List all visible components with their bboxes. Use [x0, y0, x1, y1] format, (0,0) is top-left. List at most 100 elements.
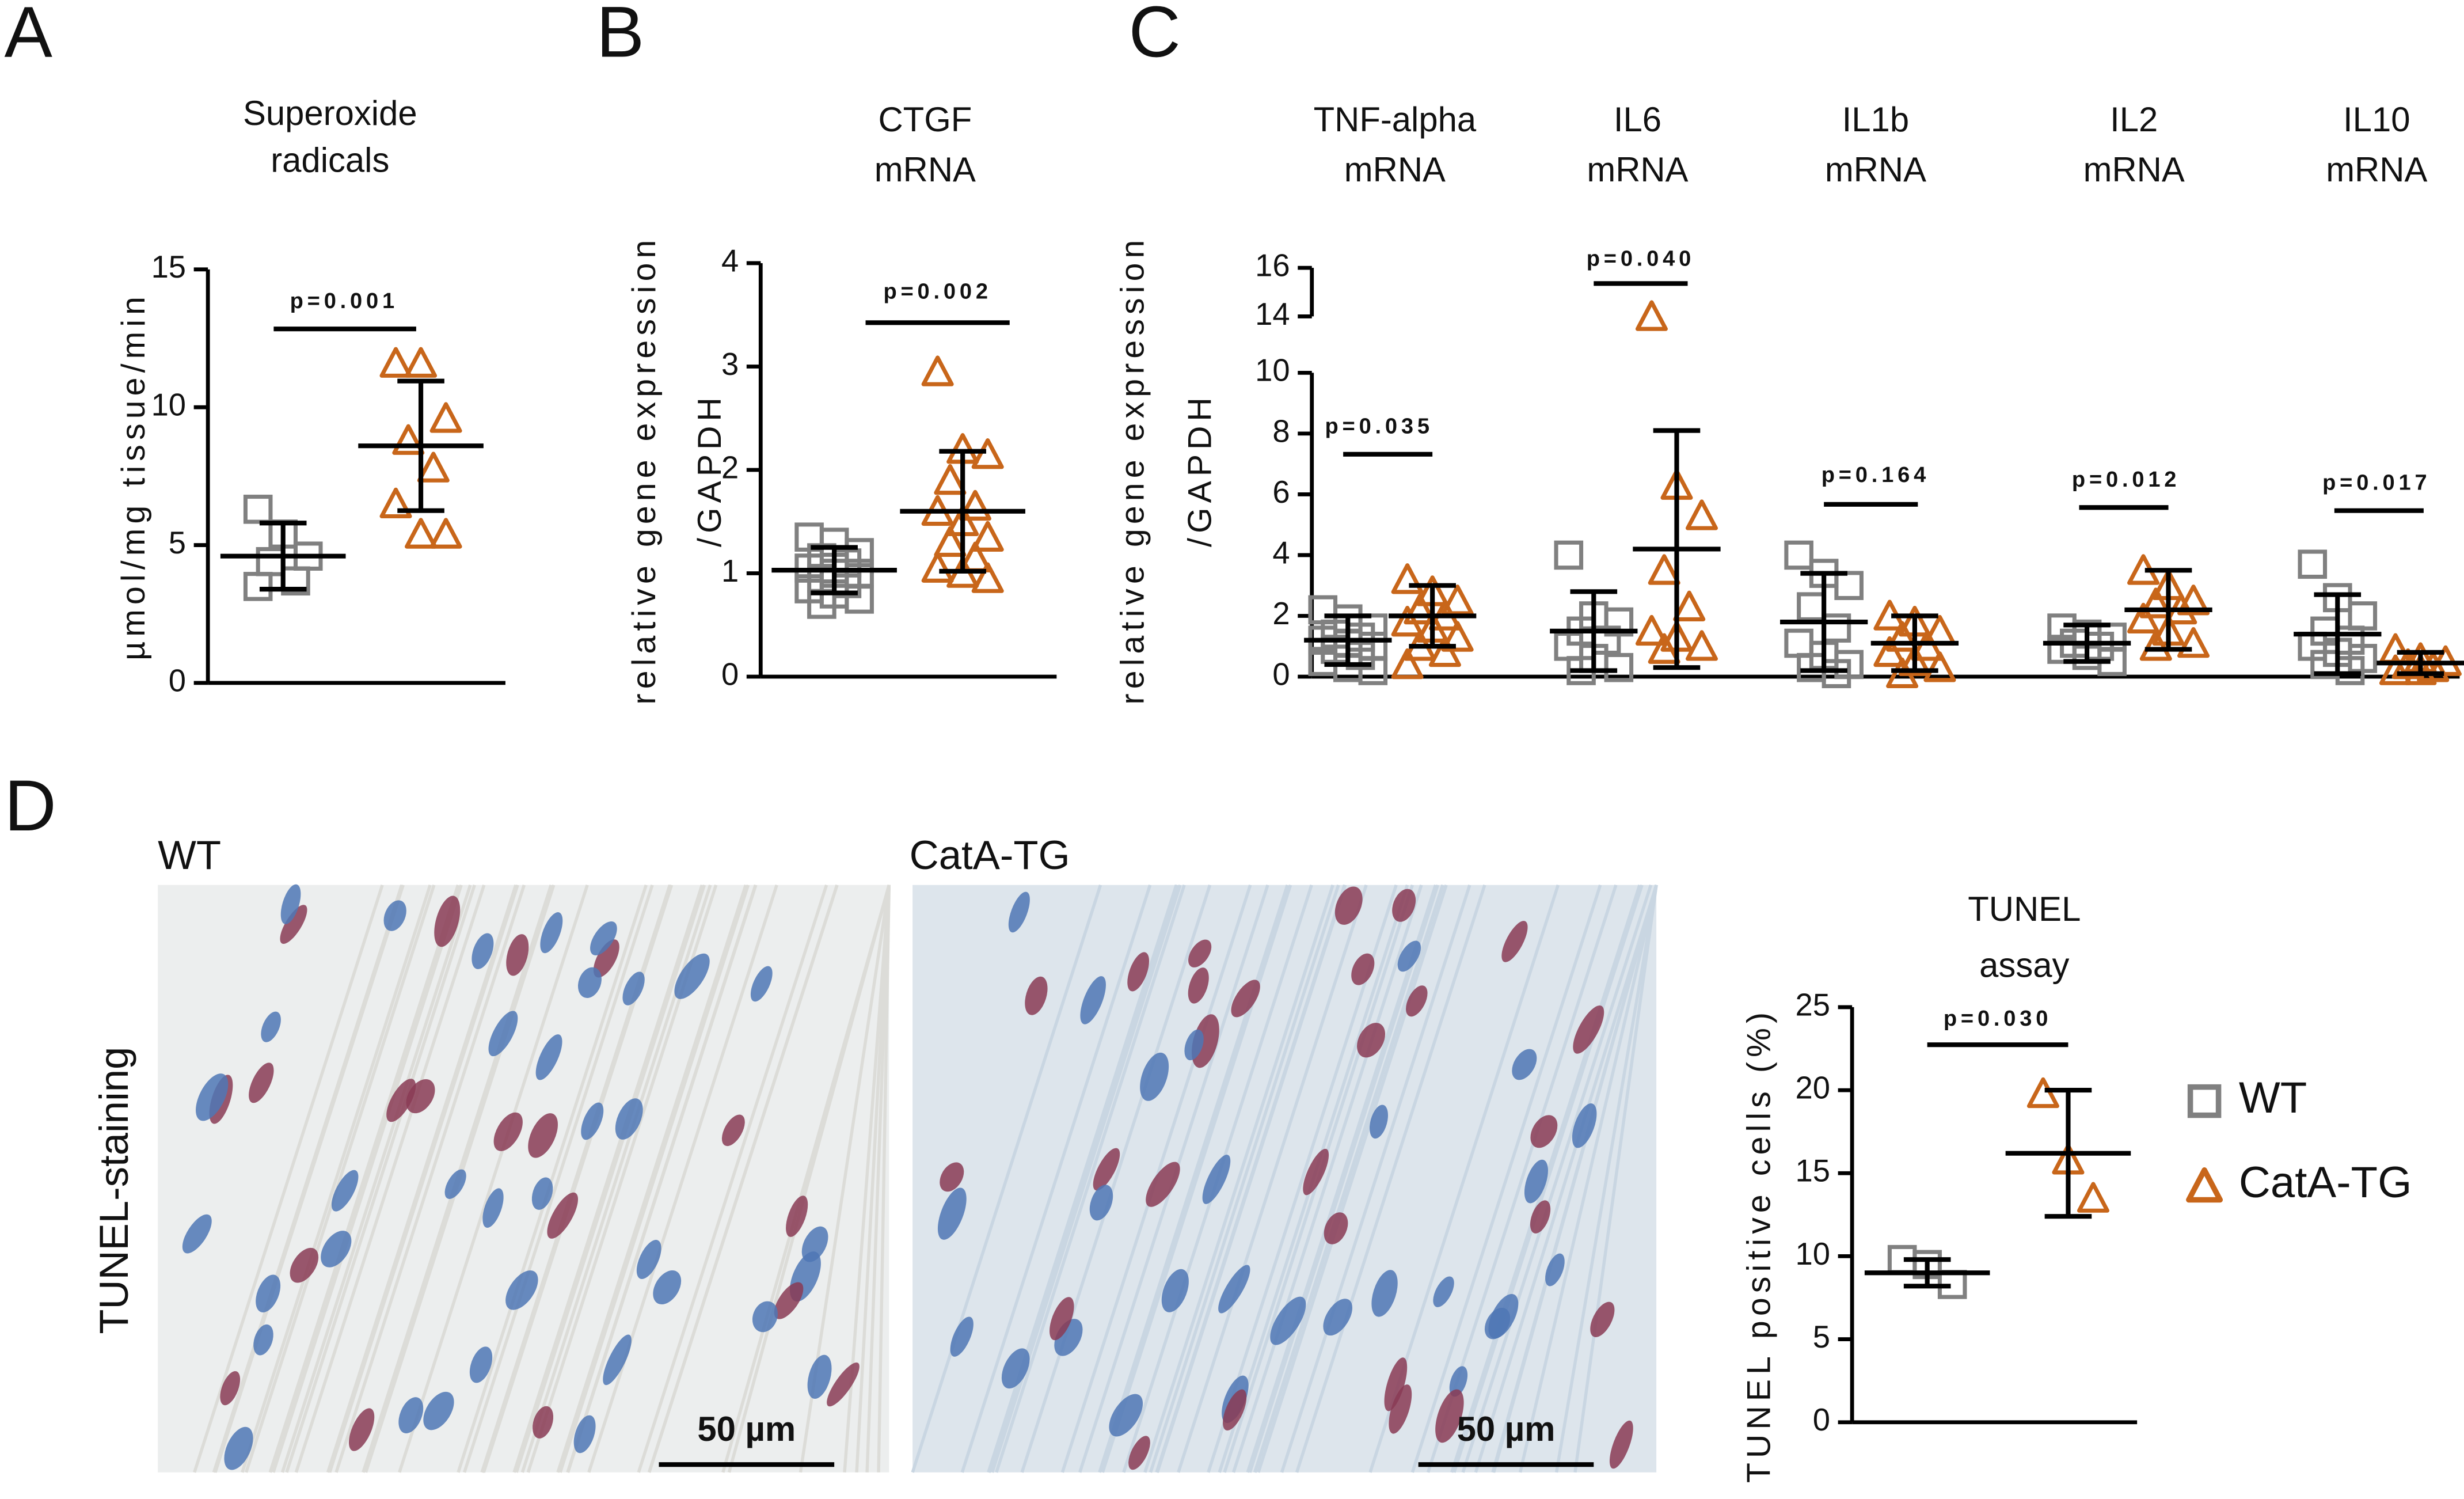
p-value: p=0.017 [2322, 471, 2431, 495]
y-tick-label: 14 [1255, 297, 1290, 332]
fiber [241, 884, 432, 1473]
fiber [566, 884, 757, 1473]
nucleus [750, 966, 773, 1002]
image-label: WT [158, 832, 221, 878]
fiber [637, 884, 828, 1473]
nucleus [1128, 1436, 1150, 1470]
nucleus [1501, 921, 1528, 962]
nucleus [674, 953, 710, 999]
fiber [1246, 884, 1438, 1473]
fiber [1020, 884, 1212, 1473]
data-point [243, 572, 273, 601]
nucleus [220, 1371, 241, 1406]
data-point [1898, 645, 1931, 676]
data-point [1886, 621, 1919, 652]
nucleus [1001, 1348, 1030, 1389]
nucleus [1050, 1297, 1074, 1341]
fiber [1410, 884, 1602, 1473]
nucleus [469, 1346, 493, 1383]
y-tick-label: 20 [1796, 1070, 1830, 1105]
y-tick-label: 4 [1272, 535, 1290, 570]
nucleus [1127, 952, 1150, 992]
data-point [1834, 571, 1864, 601]
fiber [1253, 884, 1445, 1473]
y-tick-label: 10 [1796, 1236, 1830, 1272]
y-tick-label: 2 [1272, 596, 1290, 631]
y-tick-label: 5 [1813, 1319, 1830, 1354]
data-point [1391, 606, 1424, 637]
p-value: p=0.035 [1325, 415, 1433, 439]
fiber [1554, 885, 1658, 1473]
fiber [877, 885, 891, 1473]
nucleus [540, 912, 563, 954]
nucleus [1371, 1270, 1398, 1317]
fiber [587, 884, 778, 1473]
panel-letter: C [1128, 0, 1180, 72]
nucleus [615, 1098, 643, 1140]
fiber [1207, 884, 1398, 1473]
nucleus [1384, 1357, 1408, 1411]
nucleus [1303, 1148, 1329, 1196]
nucleus [535, 1034, 562, 1080]
category-title: IL6 [1614, 100, 1661, 139]
data-point [2077, 1182, 2109, 1213]
data-point [1308, 595, 1338, 625]
y-axis-label: µmol/mg tissue/min [115, 292, 152, 661]
fiber [865, 885, 891, 1473]
nucleus [1590, 1301, 1615, 1337]
nucleus [1370, 1105, 1388, 1139]
scale-bar-label: 50 µm [697, 1410, 796, 1448]
nucleus [434, 895, 461, 947]
nucleus [1609, 1420, 1633, 1469]
nucleus [801, 1226, 828, 1262]
nucleus [1109, 1394, 1143, 1437]
category-title: mRNA [1587, 150, 1688, 189]
p-value: p=0.012 [2072, 468, 2180, 492]
nucleus [622, 971, 645, 1005]
fiber [1155, 884, 1347, 1473]
nucleus [590, 921, 617, 955]
nucleus [1202, 1155, 1231, 1204]
data-point [379, 487, 412, 519]
nucleus [1188, 939, 1212, 967]
nucleus [581, 1102, 604, 1140]
nucleus [1089, 1185, 1113, 1221]
nucleus [224, 1426, 253, 1470]
p-value: p=0.030 [1944, 1007, 2052, 1031]
fiber [855, 885, 891, 1473]
y-tick-label: 4 [721, 243, 739, 278]
fiber [328, 884, 519, 1473]
nucleus [1389, 1384, 1412, 1434]
nucleus [1351, 953, 1375, 985]
data-point [2177, 585, 2210, 616]
nucleus [1140, 1052, 1169, 1101]
nucleus [493, 1112, 523, 1151]
fiber [334, 884, 526, 1473]
nucleus [1334, 886, 1363, 925]
nucleus [1572, 1103, 1597, 1148]
fiber [995, 884, 1186, 1473]
data-point [429, 402, 462, 433]
data-point [1391, 648, 1424, 680]
y-tick-label: 15 [151, 249, 186, 284]
fiber [326, 884, 518, 1473]
nucleus [577, 967, 602, 998]
data-point [379, 347, 412, 378]
fiber [515, 884, 706, 1473]
nucleus [1161, 1269, 1189, 1312]
micrograph [911, 884, 1658, 1473]
p-value: p=0.002 [883, 280, 991, 304]
data-point [429, 518, 462, 549]
nucleus [1545, 1253, 1565, 1287]
data-point [1648, 554, 1680, 585]
nucleus [573, 1415, 596, 1454]
data-point [1784, 628, 1813, 658]
y-tick-label: 0 [1813, 1402, 1830, 1437]
nucleus [1435, 1389, 1464, 1443]
fiber [244, 884, 436, 1473]
data-point [2177, 627, 2210, 658]
nucleus [290, 1247, 319, 1283]
y-tick-label: 8 [1272, 413, 1290, 449]
